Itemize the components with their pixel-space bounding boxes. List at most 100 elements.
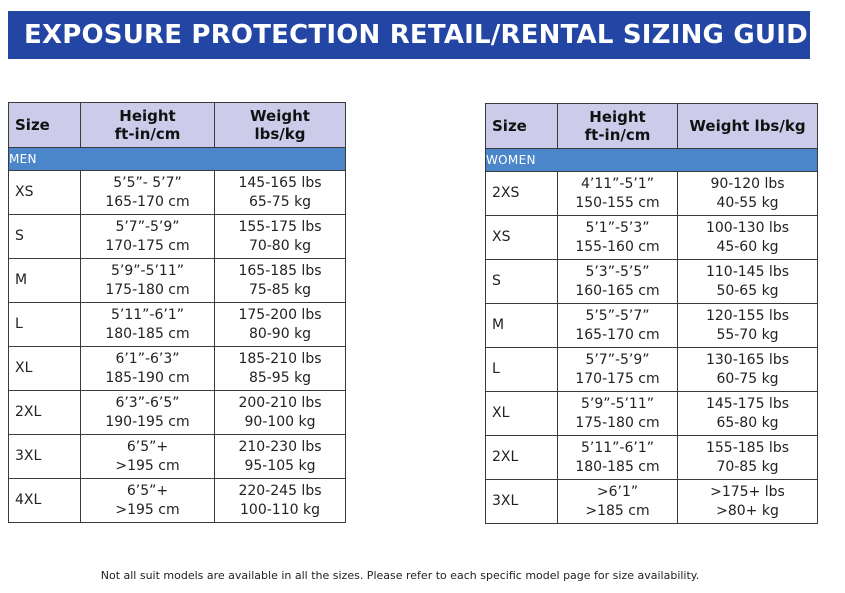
table-row: L 5’7”-5’9” 170-175 cm 130-165 lbs 60-75 kg <box>485 347 818 392</box>
weight-value: 165-185 lbs <box>238 262 322 279</box>
weight-value: 70-85 kg <box>716 458 779 475</box>
weight-value: 110-145 lbs <box>705 263 789 280</box>
weight-value: 155-175 lbs <box>238 218 322 235</box>
men-header-size: Size <box>8 102 81 148</box>
weight-value: 55-70 kg <box>716 326 779 343</box>
weight-value: 85-95 kg <box>248 369 312 386</box>
men-header-height-line-2: ft-in/cm <box>114 125 181 143</box>
men-section-label: MEN <box>8 147 346 171</box>
weight-cell: 155-175 lbs 70-80 kg <box>214 214 346 259</box>
size-cell: XL <box>8 346 81 391</box>
women-header-weight: Weight lbs/kg <box>677 103 818 149</box>
size-cell: S <box>8 214 81 259</box>
size-cell: 2XL <box>8 390 81 435</box>
size-cell: L <box>485 347 558 392</box>
size-cell: 3XL <box>8 434 81 479</box>
table-row: 3XL >6’1” >185 cm >175+ lbs >80+ kg <box>485 479 818 524</box>
weight-value: 80-90 kg <box>248 325 312 342</box>
weight-cell: 120-155 lbs 55-70 kg <box>677 303 818 348</box>
weight-cell: 200-210 lbs 90-100 kg <box>214 390 346 435</box>
table-row: XS 5’1”-5’3” 155-160 cm 100-130 lbs 45-60 kg <box>485 215 818 260</box>
weight-value: 145-175 lbs <box>705 395 789 412</box>
men-header-weight: Weight lbs/kg <box>214 102 346 148</box>
height-cell: 5’5”-5’7” 165-170 cm <box>557 303 678 348</box>
weight-value: 95-105 kg <box>244 457 316 474</box>
size-cell: M <box>485 303 558 348</box>
size-cell: 2XS <box>485 171 558 216</box>
men-header-height: Height ft-in/cm <box>80 102 215 148</box>
men-rows: XS 5’5”- 5’7” 165-170 cm 145-165 lbs 65-75 k… <box>8 170 346 523</box>
height-cell: 5’9”-5’11” 175-180 cm <box>80 258 215 303</box>
height-cell: 5’11”-6’1” 180-185 cm <box>557 435 678 480</box>
height-cell: 5’3”-5’5” 160-165 cm <box>557 259 678 304</box>
weight-value: 100-110 kg <box>240 501 320 518</box>
weight-value: 100-130 lbs <box>705 219 789 236</box>
height-value: 5’5”-5’7” <box>585 307 650 324</box>
height-value: 6’1”-6’3” <box>115 350 180 367</box>
height-cell: 5’5”- 5’7” 165-170 cm <box>80 170 215 215</box>
men-header-height-line-1: Height <box>119 107 176 125</box>
weight-cell: 210-230 lbs 95-105 kg <box>214 434 346 479</box>
women-header-weight-line-1: Weight lbs/kg <box>689 117 806 135</box>
height-value: 5’1”-5’3” <box>585 219 650 236</box>
height-value: 175-180 cm <box>575 414 660 431</box>
weight-value: 65-80 kg <box>716 414 779 431</box>
women-section-row: WOMEN <box>485 148 818 172</box>
weight-cell: 185-210 lbs 85-95 kg <box>214 346 346 391</box>
height-value: >6’1” <box>596 483 639 500</box>
height-cell: 5’1”-5’3” 155-160 cm <box>557 215 678 260</box>
weight-cell: >175+ lbs >80+ kg <box>677 479 818 524</box>
height-value: 6’5”+ <box>126 438 169 455</box>
size-cell: XS <box>485 215 558 260</box>
weight-value: >80+ kg <box>716 502 779 519</box>
height-value: 6’5”+ <box>126 482 169 499</box>
table-row: XS 5’5”- 5’7” 165-170 cm 145-165 lbs 65-75 k… <box>8 170 346 215</box>
table-row: 2XL 6’3”-6’5” 190-195 cm 200-210 lbs 90-100 … <box>8 390 346 435</box>
women-header-row: Size Height ft-in/cm Weight lbs/kg <box>485 103 818 149</box>
weight-value: 130-165 lbs <box>705 351 789 368</box>
height-value: 150-155 cm <box>575 194 660 211</box>
height-value: 5’9”-5’11” <box>111 262 184 279</box>
height-cell: 6’1”-6’3” 185-190 cm <box>80 346 215 391</box>
size-cell: S <box>485 259 558 304</box>
height-value: >195 cm <box>115 501 180 518</box>
men-sizing-table: Size Height ft-in/cm Weight lbs/kg MEN X… <box>8 102 346 523</box>
height-value: 6’3”-6’5” <box>115 394 180 411</box>
size-cell: XL <box>485 391 558 436</box>
height-value: 185-190 cm <box>105 369 190 386</box>
height-cell: 5’11”-6’1” 180-185 cm <box>80 302 215 347</box>
weight-value: 65-75 kg <box>248 193 312 210</box>
weight-value: >175+ lbs <box>710 483 785 500</box>
height-value: 155-160 cm <box>575 238 660 255</box>
page-title: EXPOSURE PROTECTION RETAIL/RENTAL SIZING… <box>24 20 810 50</box>
table-row: 2XL 5’11”-6’1” 180-185 cm 155-185 lbs 70-85 … <box>485 435 818 480</box>
weight-cell: 175-200 lbs 80-90 kg <box>214 302 346 347</box>
height-value: 180-185 cm <box>575 458 660 475</box>
weight-cell: 110-145 lbs 50-65 kg <box>677 259 818 304</box>
weight-value: 40-55 kg <box>716 194 779 211</box>
height-value: 4’11”-5’1” <box>581 175 654 192</box>
weight-value: 75-85 kg <box>248 281 312 298</box>
weight-value: 70-80 kg <box>248 237 312 254</box>
page-title-banner: EXPOSURE PROTECTION RETAIL/RENTAL SIZING… <box>8 11 810 59</box>
height-value: 5’5”- 5’7” <box>113 174 182 191</box>
height-value: 5’7”-5’9” <box>115 218 180 235</box>
men-header-weight-line-2: lbs/kg <box>254 125 306 143</box>
height-cell: 5’7”-5’9” 170-175 cm <box>80 214 215 259</box>
men-section-row: MEN <box>8 147 346 171</box>
weight-value: 185-210 lbs <box>238 350 322 367</box>
footnote: Not all suit models are available in all… <box>100 569 700 582</box>
weight-cell: 145-175 lbs 65-80 kg <box>677 391 818 436</box>
weight-cell: 100-130 lbs 45-60 kg <box>677 215 818 260</box>
weight-cell: 220-245 lbs 100-110 kg <box>214 478 346 523</box>
weight-cell: 90-120 lbs 40-55 kg <box>677 171 818 216</box>
table-row: 3XL 6’5”+ >195 cm 210-230 lbs 95-105 kg <box>8 434 346 479</box>
height-value: 175-180 cm <box>105 281 190 298</box>
weight-value: 210-230 lbs <box>238 438 322 455</box>
height-value: >185 cm <box>585 502 650 519</box>
size-cell: 4XL <box>8 478 81 523</box>
height-value: 165-170 cm <box>575 326 660 343</box>
weight-cell: 165-185 lbs 75-85 kg <box>214 258 346 303</box>
women-header-height: Height ft-in/cm <box>557 103 678 149</box>
men-header-row: Size Height ft-in/cm Weight lbs/kg <box>8 102 346 148</box>
